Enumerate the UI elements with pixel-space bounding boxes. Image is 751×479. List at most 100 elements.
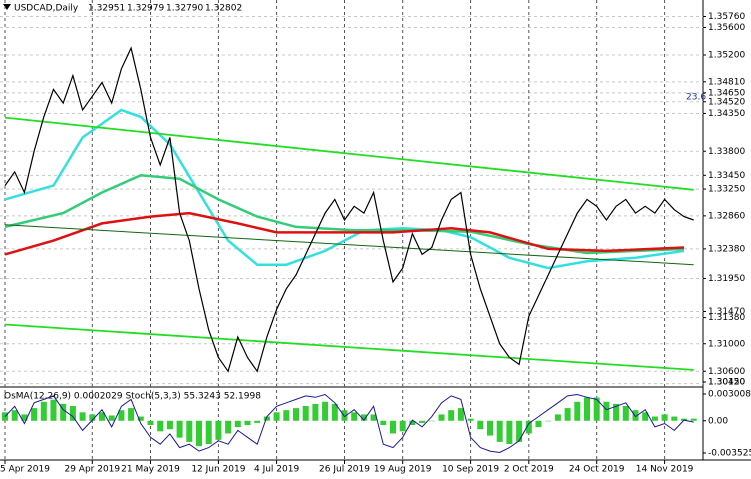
histogram-bar (302, 405, 309, 421)
histogram-bar (409, 420, 416, 425)
histogram-bar (176, 420, 183, 438)
histogram-bar (254, 420, 261, 423)
histogram-bar (535, 420, 542, 428)
histogram-bar (196, 420, 202, 447)
histogram-bar (360, 414, 367, 421)
histogram-bar (584, 397, 590, 421)
histogram-bar (651, 416, 658, 421)
histogram-bar (671, 416, 678, 421)
x-tick-label: 4 Jul 2019 (254, 465, 299, 475)
x-tick-label: 19 Aug 2019 (374, 465, 432, 475)
histogram-bar (293, 408, 299, 421)
histogram-bar (283, 410, 290, 421)
x-tick-label: 21 May 2019 (121, 465, 180, 475)
y-tick-label: 1.32380 (708, 244, 745, 254)
y-tick-label: 0.00 (708, 416, 728, 426)
y-tick-label: 1.34810 (708, 77, 745, 87)
indicator-line (4, 211, 685, 256)
histogram-bar (642, 412, 649, 421)
histogram-bar (11, 410, 18, 421)
y-tick-label: 1.34650 (708, 88, 745, 98)
histogram-bar (341, 410, 348, 421)
y-tick-label: 1.33800 (708, 147, 745, 157)
histogram-bar (564, 408, 571, 421)
histogram-bar (516, 420, 523, 442)
histogram-bar (428, 420, 435, 422)
histogram-bar (593, 397, 600, 421)
indicator-line (4, 108, 685, 270)
histogram-bar (312, 403, 319, 421)
histogram-bar (690, 418, 697, 421)
histogram-bar (50, 399, 57, 421)
histogram-bar (622, 405, 629, 421)
histogram-bar (351, 412, 358, 421)
y-tick-label: 1.35760 (708, 12, 745, 22)
histogram-bar (157, 420, 164, 432)
histogram-bar (244, 420, 251, 425)
y-tick-label: 1.30420 (708, 378, 745, 388)
y-tick-label: -0.003525 (708, 449, 751, 459)
histogram-bar (554, 414, 561, 421)
histogram-bar (525, 420, 532, 434)
histogram-bar (89, 414, 96, 421)
histogram-bar (477, 420, 484, 430)
histogram-bar (399, 420, 406, 432)
header-value: 1.32790 (166, 4, 203, 14)
histogram-bar (60, 403, 67, 421)
indicator-line (4, 116, 694, 191)
histogram-bar (613, 403, 620, 421)
stoch-line (4, 393, 694, 454)
histogram-bar (322, 401, 329, 421)
histogram-bar (205, 420, 212, 445)
histogram-bar (380, 420, 387, 425)
indicator-line (4, 224, 694, 266)
histogram-bar (225, 420, 232, 434)
indicator-line (4, 174, 685, 255)
histogram-bar (128, 408, 135, 421)
x-tick-label: 29 Apr 2019 (64, 465, 120, 475)
y-tick-label: 1.31380 (708, 313, 745, 323)
histogram-bar (448, 410, 455, 421)
histogram-bar (419, 420, 426, 423)
histogram-bar (99, 412, 105, 421)
y-tick-label: 1.33450 (708, 171, 745, 181)
annotation: 23.6 (686, 93, 706, 103)
y-tick-label: 1.34350 (708, 109, 745, 119)
histogram-bar (108, 415, 115, 421)
histogram-bar (215, 420, 222, 440)
x-tick-label: 5 Apr 2019 (0, 465, 50, 475)
x-tick-label: 10 Sep 2019 (442, 465, 499, 475)
y-tick-label: 1.34520 (708, 97, 745, 107)
histogram-bar (79, 412, 86, 421)
histogram-bar (467, 418, 474, 421)
histogram-bar (147, 420, 154, 425)
x-tick-label: 2 Oct 2019 (504, 465, 554, 475)
y-tick-label: 1.30150 (708, 378, 745, 388)
histogram-bar (21, 414, 28, 421)
histogram-bar (118, 410, 125, 421)
histogram-bar (632, 410, 639, 421)
header-value: 1.32802 (205, 4, 242, 14)
histogram-bar (40, 401, 47, 421)
price-line (4, 46, 694, 373)
histogram-bar (603, 401, 610, 421)
y-tick-label: 1.32860 (708, 211, 745, 221)
histogram-bar (506, 420, 513, 445)
histogram-bar (574, 401, 581, 421)
histogram-bar (263, 416, 270, 421)
x-tick-label: 12 Jun 2019 (191, 465, 245, 475)
icon (3, 4, 11, 10)
histogram-bar (137, 416, 144, 421)
y-tick-label: 1.31000 (708, 339, 745, 349)
x-tick-label: 14 Nov 2019 (636, 465, 694, 475)
histogram-bar (331, 403, 338, 421)
y-tick-label: 1.31470 (708, 307, 745, 317)
header-value: 1.32979 (127, 4, 164, 14)
y-tick-label: 0.0030085 (708, 390, 751, 400)
histogram-bar (496, 420, 503, 442)
histogram-bar (166, 420, 173, 430)
x-tick-label: 24 Oct 2019 (569, 465, 625, 475)
